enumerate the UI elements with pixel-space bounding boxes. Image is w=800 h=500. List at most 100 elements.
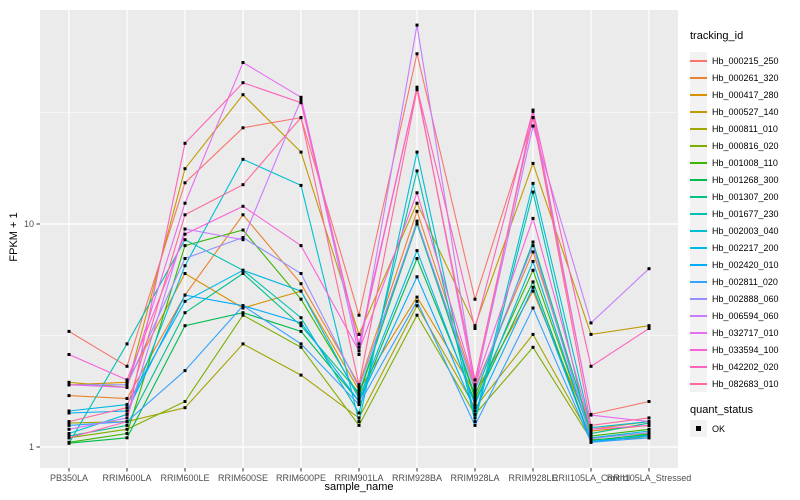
legend-item-label: Hb_000261_320: [712, 72, 779, 83]
legend-item: Hb_000811_010: [690, 120, 800, 137]
data-point: [183, 213, 187, 217]
data-point: [241, 81, 245, 85]
legend-item: Hb_002888_060: [690, 290, 800, 307]
data-point: [531, 332, 535, 336]
data-point: [125, 412, 129, 416]
legend-item: Hb_001268_300: [690, 171, 800, 188]
data-point: [415, 220, 419, 224]
data-point: [125, 436, 129, 440]
x-tick-label: RRII105LA_Control: [552, 473, 630, 483]
data-point: [357, 388, 361, 392]
data-point: [473, 388, 477, 392]
data-point: [415, 299, 419, 303]
data-point: [183, 201, 187, 205]
legend-item-label: Hb_006594_060: [712, 310, 779, 321]
data-point: [299, 297, 303, 301]
data-point: [531, 108, 535, 112]
legend-item-label: Hb_000811_010: [712, 123, 778, 134]
legend-key: [690, 324, 707, 341]
data-point: [241, 238, 245, 242]
legend-item-label: Hb_000816_020: [712, 140, 779, 151]
data-point: [647, 429, 651, 433]
data-point: [125, 432, 129, 435]
legend-item-label: Hb_001008_110: [712, 157, 778, 168]
data-point: [415, 191, 419, 195]
data-point: [473, 297, 477, 301]
data-point: [241, 126, 245, 130]
data-point: [589, 413, 593, 417]
data-point: [299, 345, 303, 349]
data-point: [415, 295, 419, 299]
legend-item: Hb_000527_140: [690, 103, 800, 120]
x-tick-label: RRIM600SE: [218, 473, 268, 483]
legend-item-label: Hb_002811_020: [712, 276, 778, 287]
data-point: [67, 432, 71, 435]
data-point: [125, 423, 129, 427]
data-point: [473, 423, 477, 427]
data-point: [531, 240, 535, 244]
data-point: [299, 101, 303, 105]
data-point: [125, 342, 129, 346]
data-point: [357, 423, 361, 427]
legend-item: Hb_001677_230: [690, 205, 800, 222]
legend-item-label: Hb_033594_100: [712, 344, 779, 355]
data-point: [415, 201, 419, 205]
data-point: [357, 349, 361, 353]
data-point: [415, 88, 419, 92]
legend-color-swatch: [690, 229, 707, 232]
data-point: [415, 222, 419, 226]
data-point: [183, 369, 187, 373]
data-point: [531, 161, 535, 165]
legend-key: [690, 52, 707, 69]
legend-color-swatch: [690, 365, 707, 368]
legend-key: [690, 154, 707, 171]
legend-color-swatch: [690, 127, 707, 130]
legend-item: Hb_032717_010: [690, 324, 800, 341]
data-point: [415, 85, 419, 89]
data-point: [357, 416, 361, 420]
data-point: [357, 403, 361, 407]
data-point: [357, 385, 361, 389]
data-point: [473, 400, 477, 403]
legend-item: Hb_002003_040: [690, 222, 800, 239]
data-point: [415, 150, 419, 154]
data-point: [531, 268, 535, 272]
legend-key: [690, 69, 707, 86]
legend-color-swatch: [690, 59, 707, 62]
legend-item-label: Hb_032717_010: [712, 327, 779, 338]
data-point: [473, 391, 477, 395]
data-point: [531, 244, 535, 248]
data-point: [67, 394, 71, 398]
legend: tracking_id Hb_000215_250 Hb_000261_320 Hb…: [690, 30, 800, 437]
legend-item-label: Hb_002420_010: [712, 259, 779, 270]
data-point: [415, 257, 419, 260]
legend-key: [690, 120, 707, 137]
data-point: [473, 327, 477, 330]
data-point: [357, 383, 361, 387]
x-tick-label: RRIM600PE: [276, 473, 326, 483]
data-point: [125, 420, 129, 424]
legend-color-swatch: [690, 246, 707, 249]
data-point: [183, 293, 187, 297]
data-point: [299, 324, 303, 328]
data-point: [67, 411, 71, 415]
data-point: [415, 23, 419, 27]
data-point: [299, 321, 303, 325]
data-point: [299, 95, 303, 99]
legend-title: tracking_id: [690, 30, 744, 42]
data-point: [241, 183, 245, 187]
data-point: [473, 383, 477, 387]
data-point: [647, 427, 651, 431]
data-point: [241, 213, 245, 217]
data-point: [67, 383, 71, 387]
data-point: [357, 332, 361, 336]
data-point: [415, 304, 419, 308]
legend-key: [690, 222, 707, 239]
legend-color-swatch: [690, 280, 707, 283]
data-point: [67, 353, 71, 356]
legend-key: [690, 273, 707, 290]
data-point: [299, 373, 303, 377]
data-point: [67, 427, 71, 431]
data-point: [647, 267, 651, 271]
